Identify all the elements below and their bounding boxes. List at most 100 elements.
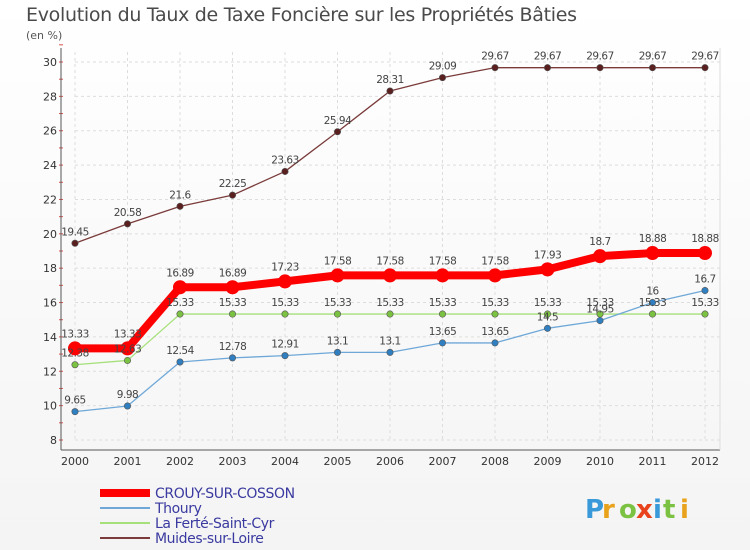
data-label-0: 17.58 bbox=[376, 255, 404, 267]
data-point-3 bbox=[543, 64, 551, 72]
x-tick-label: 2007 bbox=[429, 455, 457, 468]
data-label-2: 15.33 bbox=[166, 297, 194, 309]
logo-letter: r bbox=[602, 495, 615, 525]
data-label-1: 13.65 bbox=[481, 326, 509, 338]
data-label-3: 22.25 bbox=[219, 178, 247, 190]
data-point-2 bbox=[124, 356, 132, 364]
data-point-1 bbox=[701, 287, 709, 295]
data-label-0: 17.23 bbox=[271, 261, 299, 273]
data-point-3 bbox=[386, 87, 394, 95]
data-label-1: 13.1 bbox=[327, 335, 348, 347]
data-label-1: 16.7 bbox=[694, 274, 715, 286]
data-point-2 bbox=[491, 310, 499, 318]
data-label-2: 15.33 bbox=[534, 297, 562, 309]
data-point-1 bbox=[386, 348, 394, 356]
x-tick-label: 2003 bbox=[219, 455, 247, 468]
data-point-1 bbox=[491, 339, 499, 347]
data-point-3 bbox=[648, 64, 656, 72]
data-point-0 bbox=[173, 280, 187, 295]
data-point-0 bbox=[383, 268, 397, 283]
data-point-3 bbox=[701, 64, 709, 72]
data-label-0: 17.93 bbox=[534, 249, 562, 261]
grid bbox=[74, 52, 720, 441]
x-tick-label: 2012 bbox=[691, 455, 719, 468]
data-label-2: 15.33 bbox=[324, 297, 352, 309]
data-point-2 bbox=[543, 310, 551, 318]
legend-label-0: CROUY-SUR-COSSON bbox=[155, 486, 295, 502]
data-label-0: 18.88 bbox=[639, 233, 667, 245]
data-label-1: 16 bbox=[646, 286, 659, 298]
data-label-2: 12.38 bbox=[61, 348, 89, 360]
x-tick-label: 2008 bbox=[481, 455, 509, 468]
data-label-3: 29.67 bbox=[481, 51, 509, 63]
data-label-0: 18.7 bbox=[589, 236, 610, 248]
logo-letter: x bbox=[636, 495, 653, 525]
data-labels: 19.45 20.58 21.6 22.25 23.63 25.94 28.31 29.09 2… bbox=[61, 51, 719, 407]
data-point-2 bbox=[438, 310, 446, 318]
data-point-0 bbox=[68, 341, 82, 356]
data-label-2: 15.33 bbox=[481, 297, 509, 309]
data-label-1: 12.78 bbox=[219, 341, 247, 353]
data-point-1 bbox=[596, 317, 604, 325]
axes: 8 10 12 14 16 18 20 22 24 26 28 30 2000 2001 2002 2003 2… bbox=[43, 44, 721, 468]
data-label-0: 16.89 bbox=[219, 267, 247, 279]
data-label-2: 15.33 bbox=[429, 297, 457, 309]
y-tick-label: 30 bbox=[43, 56, 57, 69]
data-point-3 bbox=[596, 64, 604, 72]
data-point-1 bbox=[176, 358, 184, 366]
data-label-3: 29.67 bbox=[639, 51, 667, 63]
data-label-1: 9.98 bbox=[117, 389, 138, 401]
data-point-1 bbox=[333, 348, 341, 356]
x-tick-label: 2001 bbox=[114, 455, 142, 468]
data-point-0 bbox=[435, 268, 450, 283]
data-label-3: 19.45 bbox=[61, 226, 89, 238]
proxiti-logo: Pr o x i t i bbox=[585, 495, 689, 525]
x-tick-label: 2006 bbox=[376, 455, 404, 468]
x-tick-label: 2000 bbox=[61, 455, 89, 468]
data-point-1 bbox=[648, 299, 656, 307]
data-label-3: 29.67 bbox=[534, 51, 562, 63]
data-point-3 bbox=[438, 74, 446, 82]
data-point-2 bbox=[701, 310, 709, 318]
data-label-2: 15.33 bbox=[271, 297, 299, 309]
data-point-2 bbox=[229, 310, 237, 318]
data-label-0: 18.88 bbox=[691, 233, 719, 245]
legend-label-3: Muides-sur-Loire bbox=[155, 531, 263, 547]
data-point-2 bbox=[71, 361, 79, 369]
data-point-2 bbox=[333, 310, 341, 318]
data-point-3 bbox=[71, 239, 79, 247]
logo-letter: P bbox=[585, 495, 604, 525]
data-point-3 bbox=[333, 128, 341, 136]
data-point-1 bbox=[543, 324, 551, 332]
data-label-0: 17.58 bbox=[324, 255, 352, 267]
logo-letter: i bbox=[680, 495, 689, 525]
y-tick-label: 18 bbox=[43, 262, 57, 275]
data-point-0 bbox=[540, 262, 555, 277]
data-label-0: 16.89 bbox=[166, 267, 194, 279]
y-tick-label: 26 bbox=[43, 125, 57, 138]
data-label-2: 15.33 bbox=[691, 297, 719, 309]
data-label-2: 15.33 bbox=[586, 297, 614, 309]
legend-label-1: Thoury bbox=[154, 501, 202, 517]
data-point-0 bbox=[593, 249, 607, 264]
y-tick-label: 28 bbox=[43, 90, 57, 103]
x-tick-label: 2004 bbox=[271, 455, 299, 468]
logo-letter: t bbox=[663, 495, 675, 525]
data-point-2 bbox=[281, 310, 289, 318]
data-label-1: 12.54 bbox=[166, 345, 194, 357]
data-point-3 bbox=[124, 220, 132, 228]
data-point-0 bbox=[330, 268, 345, 283]
y-tick-label: 14 bbox=[43, 331, 57, 344]
data-label-0: 17.58 bbox=[481, 255, 509, 267]
data-point-2 bbox=[176, 310, 184, 318]
data-label-1: 14.95 bbox=[586, 304, 614, 316]
data-label-0: 13.33 bbox=[114, 328, 142, 340]
data-point-2 bbox=[386, 310, 394, 318]
data-label-3: 23.63 bbox=[271, 154, 299, 166]
data-point-3 bbox=[281, 167, 289, 175]
logo-letter: o bbox=[619, 495, 637, 525]
x-tick-label: 2009 bbox=[534, 455, 562, 468]
data-label-0: 17.58 bbox=[429, 255, 457, 267]
